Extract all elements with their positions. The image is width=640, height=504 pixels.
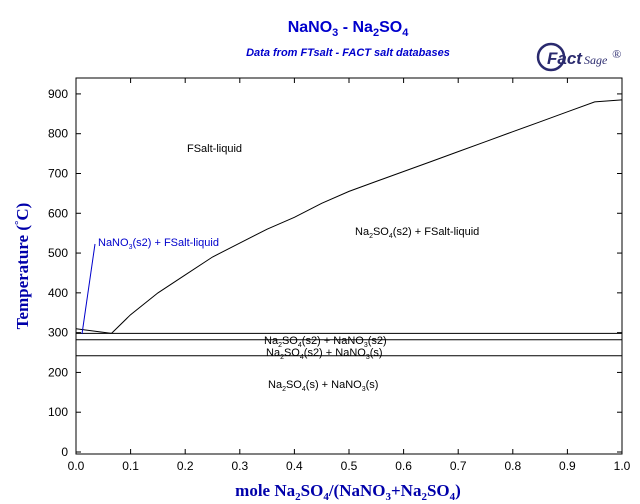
x-tick-label: 0.6 (395, 459, 412, 473)
y-tick-label: 900 (48, 87, 68, 101)
label-fsalt-liquid: FSalt-liquid (187, 143, 242, 155)
phase-boundary-line-0 (75, 328, 112, 334)
label-nano3-liquid-pointer (81, 243, 96, 335)
x-tick-label: 1.0 (614, 459, 631, 473)
logo-suffix: Sage (584, 53, 608, 67)
plot-frame (75, 77, 623, 455)
y-tick-label: 300 (48, 326, 68, 340)
y-tick-label: 400 (48, 286, 68, 300)
y-tick-label: 600 (48, 206, 68, 220)
y-tick-label: 500 (48, 246, 68, 260)
label-na2so4s2-nano3s2: Na2SO4(s2) + NaNO3(s2) (264, 335, 387, 349)
y-tick-label: 0 (61, 445, 68, 459)
x-tick-label: 0.1 (122, 459, 139, 473)
chart-subtitle: Data from FTsalt - FACT salt databases (246, 47, 450, 59)
phase-boundaries (75, 99, 623, 357)
x-tick-label: 0.0 (68, 459, 85, 473)
y-tick-label: 800 (48, 127, 68, 141)
x-tick-label: 0.8 (504, 459, 521, 473)
logo-brand: Fact (547, 49, 583, 68)
y-tick-label: 700 (48, 166, 68, 180)
x-tick-label: 0.4 (286, 459, 303, 473)
y-tick-label: 200 (48, 365, 68, 379)
y-tick-label: 100 (48, 405, 68, 419)
x-tick-label: 0.3 (231, 459, 248, 473)
label-na2so4s-nano3s: Na2SO4(s) + NaNO3(s) (268, 379, 378, 393)
label-nano3-liquid: NaNO3(s2) + FSalt-liquid (98, 237, 219, 251)
phase-boundary-line-1 (111, 99, 623, 334)
factsage-logo: Fact Sage ® (536, 42, 621, 72)
axis-ticks: 0.0 0.1 0.2 0.3 0.4 0.5 0.6 0.7 0.8 0.9 1.0 0 100 200… (48, 78, 631, 473)
y-axis-title: Temperature (°C) (13, 203, 32, 330)
x-tick-label: 0.2 (177, 459, 194, 473)
chart-title: NaNO3 - Na2SO4 (288, 19, 410, 39)
x-tick-label: 0.9 (559, 459, 576, 473)
label-na2so4s2-nano3s: Na2SO4(s2) + NaNO3(s) (266, 347, 383, 361)
logo-mark: ® (612, 47, 621, 61)
logo-ring-icon (536, 42, 566, 72)
x-tick-label: 0.5 (341, 459, 358, 473)
x-tick-label: 0.7 (450, 459, 467, 473)
label-na2so4-liquid: Na2SO4(s2) + FSalt-liquid (355, 226, 479, 240)
x-axis-title: mole Na2SO4/(NaNO3+Na2SO4) (235, 481, 461, 503)
